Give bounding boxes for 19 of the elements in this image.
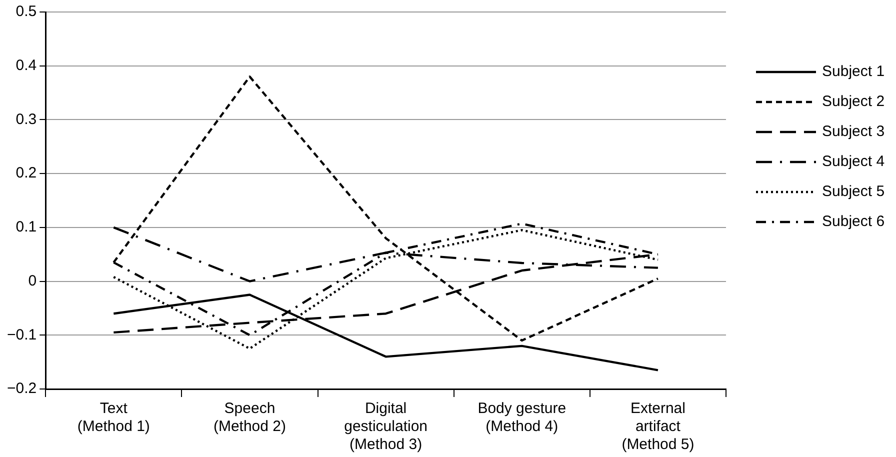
x-tick-label: External artifact (Method 5) <box>622 400 694 454</box>
y-tick-label: 0 <box>28 272 37 290</box>
x-tick-label: Speech (Method 2) <box>213 400 286 436</box>
legend-label: Subject 5 <box>822 183 885 200</box>
y-tick-label: 0.1 <box>16 218 37 236</box>
legend-label: Subject 1 <box>822 63 885 80</box>
x-tick-label: Body gesture (Method 4) <box>478 400 566 436</box>
legend-label: Subject 4 <box>822 153 885 170</box>
x-tick-label: Text (Method 1) <box>77 400 150 436</box>
legend-label: Subject 6 <box>822 213 885 230</box>
y-tick-label: 0.5 <box>16 3 37 20</box>
y-tick-label: 0.2 <box>16 164 37 182</box>
legend-label: Subject 2 <box>822 93 885 110</box>
x-tick-label: Digital gesticulation (Method 3) <box>344 400 428 454</box>
legend-label: Subject 3 <box>822 123 885 140</box>
y-tick-label: 0.4 <box>16 57 37 74</box>
y-tick-label: −0.2 <box>6 380 37 398</box>
y-tick-label: −0.1 <box>6 326 37 344</box>
y-tick-label: 0.3 <box>16 110 37 128</box>
